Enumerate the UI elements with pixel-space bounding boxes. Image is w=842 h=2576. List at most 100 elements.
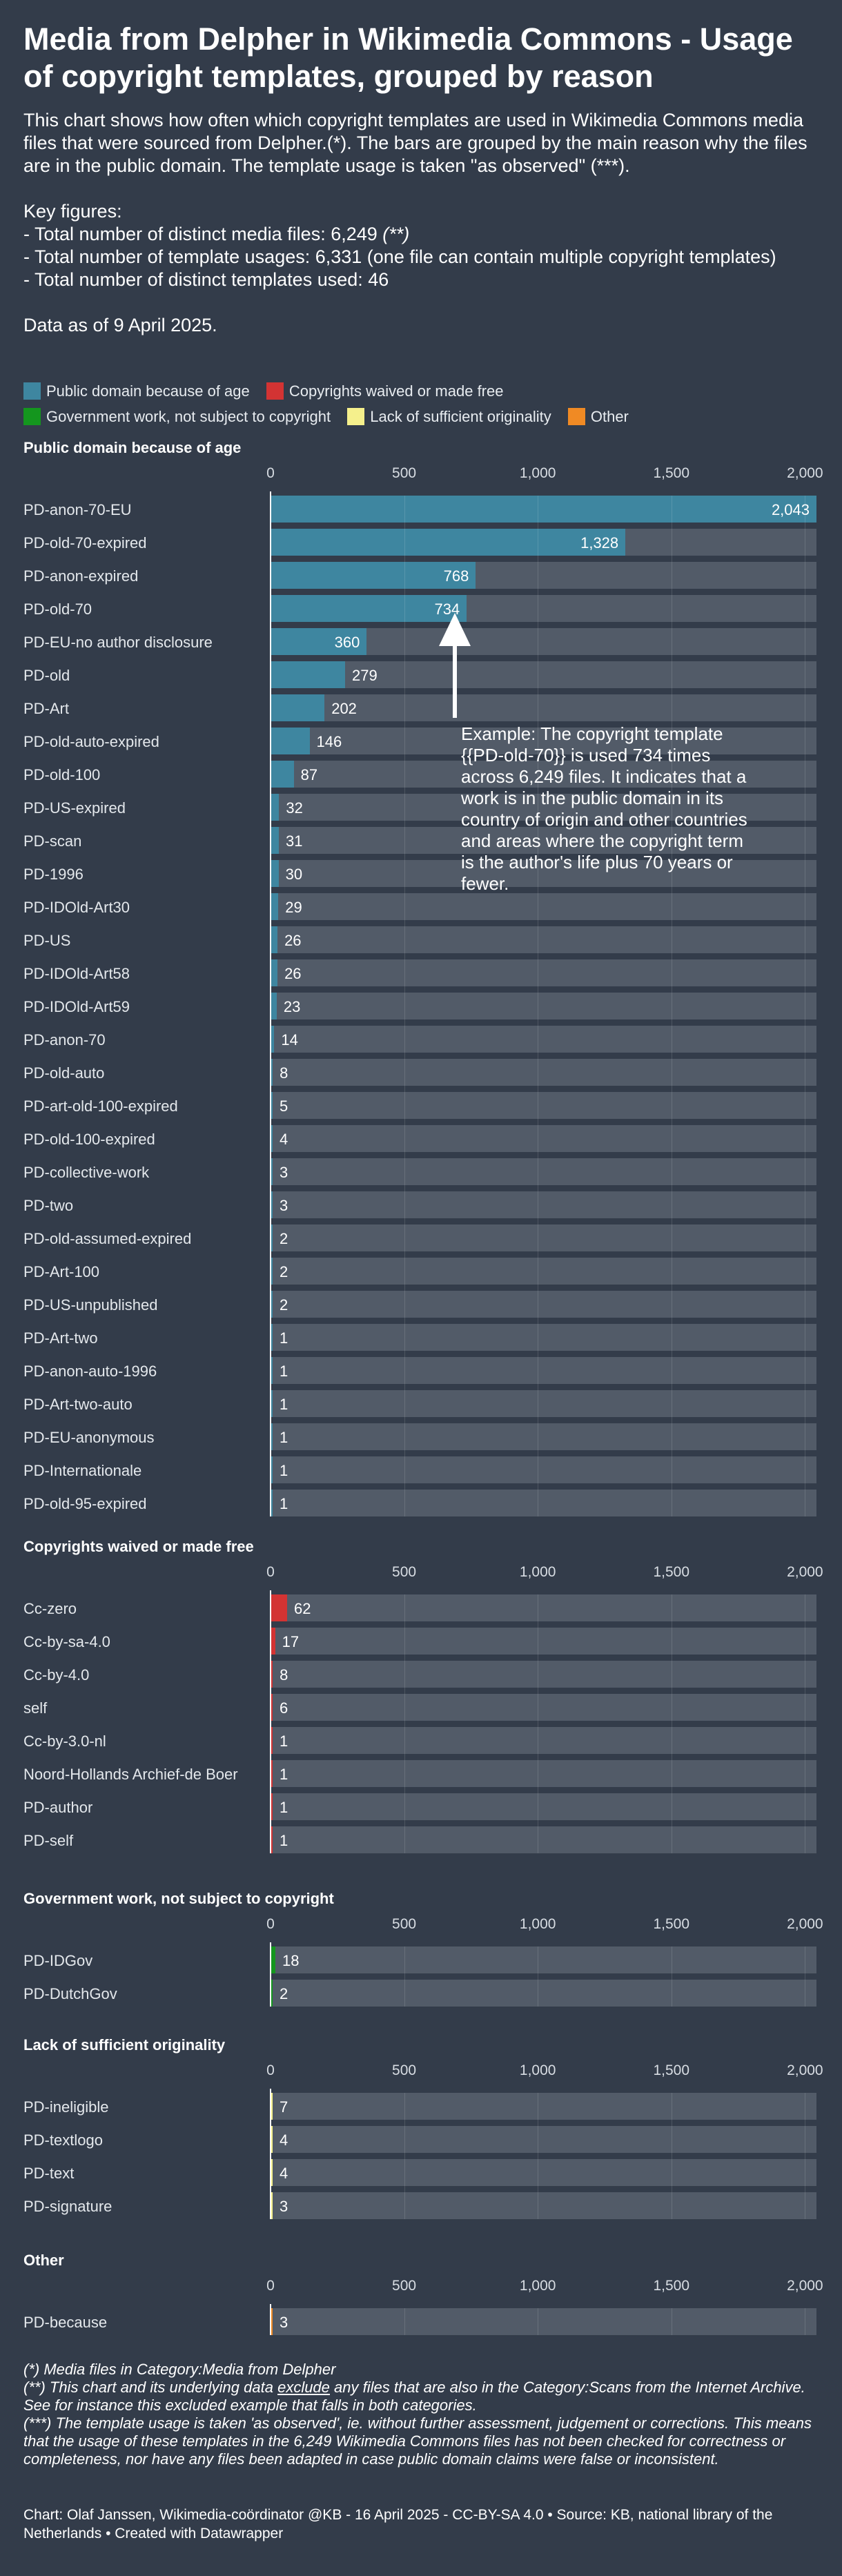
category-label: PD-IDOld-Art30 <box>23 899 130 916</box>
axis-tick-label: 500 <box>392 1916 417 1932</box>
data-bar <box>271 529 626 556</box>
category-label: PD-IDGov <box>23 1952 93 1969</box>
axis-tick-label: 500 <box>392 465 417 481</box>
data-bar <box>271 1291 273 1318</box>
data-bar <box>271 1490 273 1516</box>
category-label: PD-US-expired <box>23 799 126 817</box>
data-label: 1 <box>280 1396 288 1413</box>
data-bar <box>271 1980 273 2007</box>
data-bar <box>271 1092 273 1119</box>
data-bar <box>271 1357 273 1384</box>
category-label: PD-EU-no author disclosure <box>23 634 213 651</box>
data-label: 3 <box>280 1197 288 1214</box>
bar-track <box>271 860 816 887</box>
legend-item-age: Public domain because of age <box>23 378 250 404</box>
axis-tick-label: 1,500 <box>653 2062 690 2078</box>
category-label: PD-old-70-expired <box>23 534 147 552</box>
bar-track <box>271 1456 816 1483</box>
bar-track <box>271 661 816 688</box>
data-bar <box>271 1793 273 1820</box>
axis-tick-label: 0 <box>266 2062 275 2078</box>
legend-swatch <box>23 408 41 425</box>
data-label: 1 <box>280 1363 288 1380</box>
data-bar <box>271 1224 273 1251</box>
bar-track <box>271 1390 816 1417</box>
legend-swatch <box>266 382 284 400</box>
axis-tick-label: 1,500 <box>653 1564 690 1580</box>
bar-track <box>271 1946 816 1973</box>
bar-track <box>271 1324 816 1351</box>
category-label: PD-Art <box>23 700 69 717</box>
bar-track <box>271 761 816 788</box>
bar-track <box>271 1224 816 1251</box>
data-bar <box>271 1946 275 1973</box>
legend-label: Government work, not subject to copyrigh… <box>46 408 331 425</box>
category-label: PD-old-assumed-expired <box>23 1230 192 1247</box>
bar-track <box>271 1158 816 1185</box>
gridline <box>404 496 405 1516</box>
bar-track <box>271 1760 816 1787</box>
data-bar <box>271 1026 275 1053</box>
zero-axis-line <box>270 1590 271 1853</box>
chart-header: Media from Delpher in Wikimedia Commons … <box>23 21 824 337</box>
data-label: 1 <box>280 1329 288 1347</box>
bar-track <box>271 1727 816 1754</box>
bar-track <box>271 2308 816 2335</box>
gridline <box>404 1946 405 2007</box>
zero-axis-line <box>270 491 271 1516</box>
category-label: PD-author <box>23 1799 93 1816</box>
data-bar <box>271 1456 273 1483</box>
bar-track <box>271 993 816 1019</box>
data-label: 1 <box>280 1766 288 1783</box>
axis-tick-label: 1,000 <box>519 465 556 481</box>
category-label: PD-text <box>23 2165 75 2182</box>
footnote-3: (***) The template usage is taken 'as ob… <box>23 2414 812 2468</box>
legend-swatch <box>23 382 41 400</box>
chart-footer: Chart: Olaf Janssen, Wikimedia-coördinat… <box>23 2507 773 2541</box>
category-label: PD-old-100 <box>23 766 101 783</box>
category-label: PD-scan <box>23 832 82 850</box>
category-label: PD-EU-anonymous <box>23 1429 155 1446</box>
chart-description: This chart shows how often which copyrig… <box>23 110 807 176</box>
data-bar <box>271 1423 273 1450</box>
data-label: 202 <box>331 700 357 717</box>
category-label: PD-signature <box>23 2198 112 2215</box>
footnote-2-emphasis: exclude <box>277 2379 330 2396</box>
data-label: 18 <box>282 1952 300 1969</box>
bar-track <box>271 2126 816 2153</box>
category-label: PD-old-100-expired <box>23 1131 155 1148</box>
bar-track <box>271 1423 816 1450</box>
chart-title: Media from Delpher in Wikimedia Commons … <box>23 21 793 94</box>
bar-track <box>271 893 816 920</box>
bar-track <box>271 1793 816 1820</box>
footnote-2: (**) This chart and its underlying data … <box>23 2379 824 2414</box>
axis-tick-label: 1,000 <box>519 1564 556 1580</box>
bar-track <box>271 2192 816 2219</box>
bar-track <box>271 1092 816 1119</box>
data-bar <box>271 959 278 986</box>
axis-tick-label: 500 <box>392 2278 417 2294</box>
data-label: 2 <box>280 1230 288 1247</box>
category-label: Noord-Hollands Archief-de Boer <box>23 1766 238 1783</box>
bar-track <box>271 2159 816 2186</box>
category-label: PD-1996 <box>23 866 84 883</box>
axis-tick-label: 0 <box>266 2278 275 2294</box>
key-figure-templates: - Total number of distinct templates use… <box>23 269 389 290</box>
footnote-2-text-end: any files that are also in the Category:… <box>23 2379 805 2414</box>
key-figure-files: - Total number of distinct media files: … <box>23 223 824 246</box>
bar-track <box>271 827 816 854</box>
section-title: Government work, not subject to copyrigh… <box>23 1890 334 1907</box>
category-label: PD-old-auto-expired <box>23 733 159 750</box>
bar-track <box>271 1594 816 1621</box>
legend-swatch <box>347 408 365 425</box>
data-label: 87 <box>300 766 318 783</box>
data-label: 4 <box>280 2131 288 2149</box>
data-bar <box>271 728 310 754</box>
data-bar <box>271 2126 273 2153</box>
data-date: Data as of 9 April 2025. <box>23 315 217 335</box>
data-label: 360 <box>334 634 360 651</box>
axis-tick-label: 500 <box>392 1564 417 1580</box>
category-label: PD-DutchGov <box>23 1985 117 2002</box>
data-bar <box>271 993 277 1019</box>
legend-item-originality: Lack of sufficient originality <box>347 404 551 429</box>
